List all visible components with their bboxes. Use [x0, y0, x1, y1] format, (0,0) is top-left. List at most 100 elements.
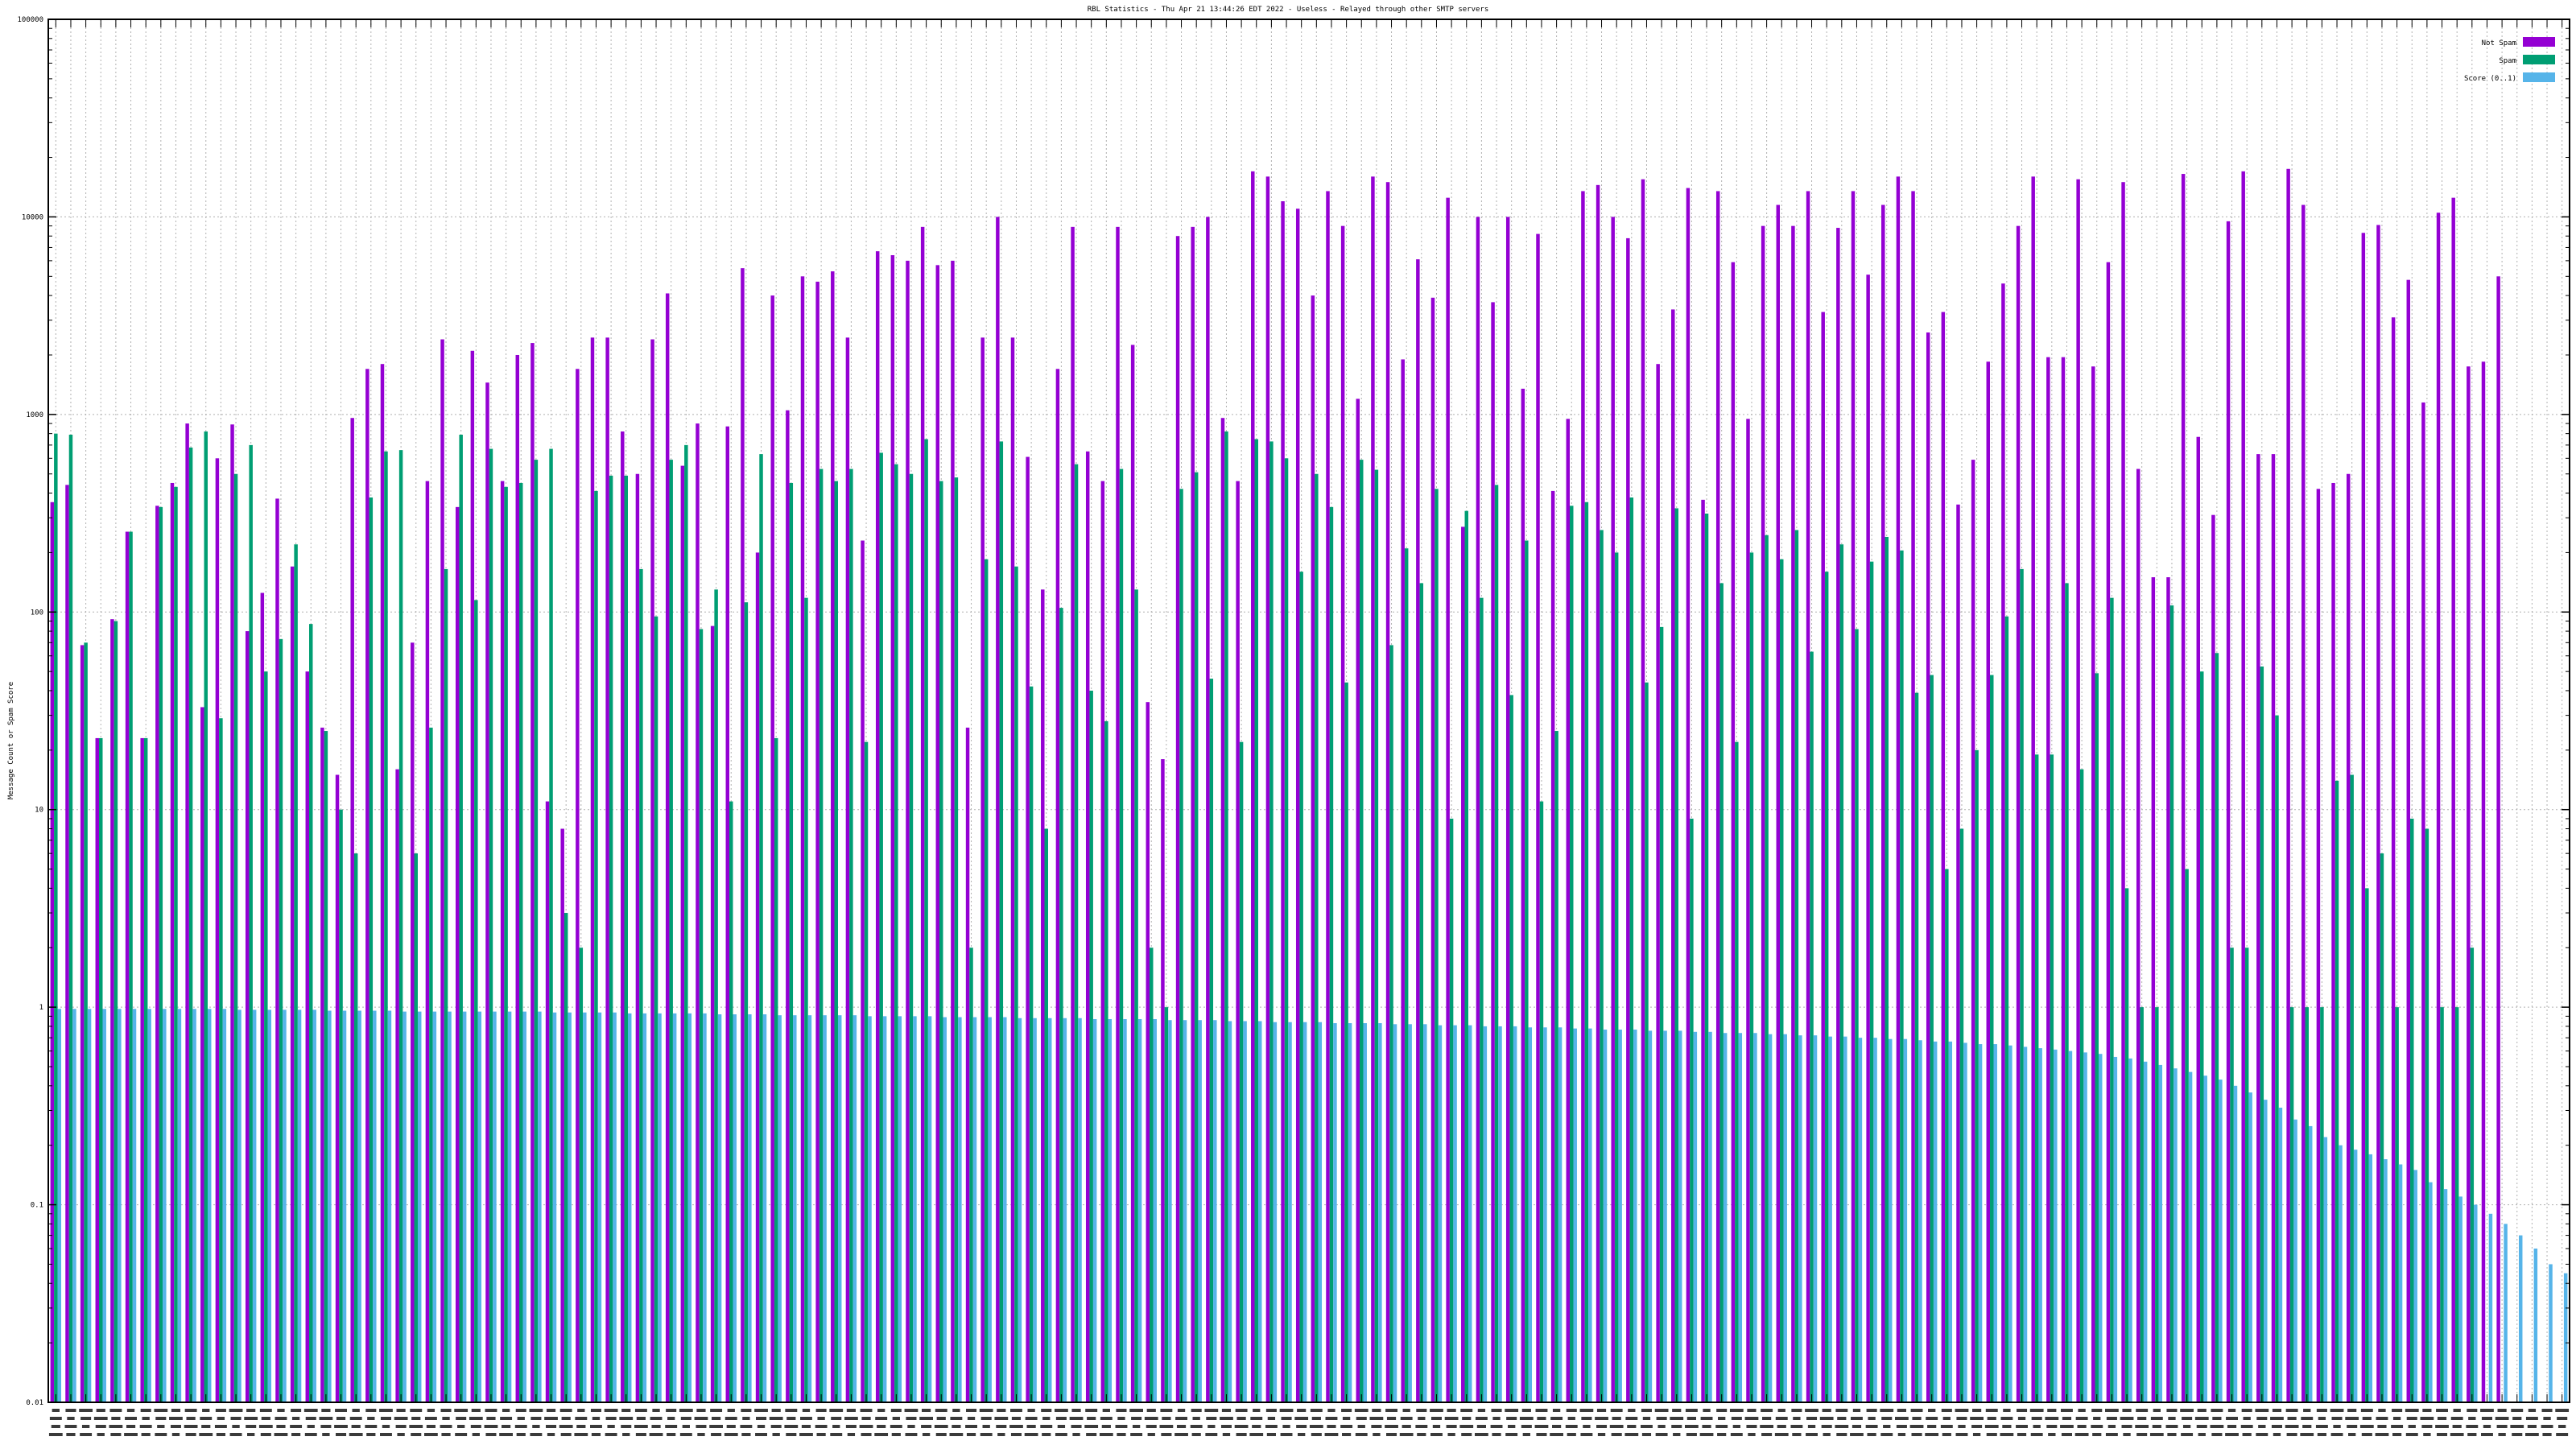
y-tick-label: 100: [31, 609, 43, 617]
x-category-label: [1836, 1433, 1847, 1436]
bar-spam: [1194, 472, 1199, 1403]
bar-score: [1828, 1036, 1832, 1402]
x-category-label: [2512, 1417, 2522, 1420]
x-category-label: [815, 1425, 828, 1428]
bar-score: [927, 1016, 932, 1402]
x-category-label: [1310, 1409, 1323, 1412]
bar-spam: [2334, 780, 2339, 1402]
bar-not-spam: [2406, 279, 2411, 1402]
bar-spam: [1074, 464, 1079, 1403]
bar-score: [2158, 1064, 2163, 1402]
x-category-label: [1357, 1425, 1365, 1428]
bar-spam: [1044, 828, 1048, 1402]
x-category-label: [742, 1417, 750, 1420]
bar-not-spam: [110, 619, 114, 1402]
x-category-label: [64, 1425, 77, 1428]
x-category-label: [2256, 1433, 2268, 1436]
bar-not-spam: [1311, 295, 1315, 1402]
x-category-label: [2528, 1409, 2537, 1412]
x-category-label: [2120, 1417, 2134, 1420]
bar-score: [898, 1016, 902, 1402]
x-category-label: [305, 1417, 316, 1420]
x-category-label: [532, 1425, 540, 1428]
x-category-label: [2359, 1425, 2374, 1428]
x-category-label: [1191, 1409, 1202, 1412]
bar-score: [2008, 1045, 2013, 1402]
x-category-label: [2300, 1433, 2314, 1436]
x-category-label: [457, 1425, 465, 1428]
bar-spam: [549, 448, 553, 1402]
legend: Not Spam Spam Score (0..1): [2464, 37, 2555, 83]
bar-not-spam: [1281, 200, 1285, 1402]
x-category-label: [1535, 1409, 1548, 1412]
bar-not-spam: [951, 260, 955, 1402]
bar-not-spam: [965, 727, 970, 1402]
bar-spam: [1930, 675, 1934, 1402]
bar-score: [2533, 1249, 2538, 1402]
bar-spam: [1464, 510, 1468, 1402]
x-category-label: [1790, 1425, 1803, 1428]
bar-score: [1558, 1027, 1563, 1402]
x-category-label: [486, 1417, 496, 1420]
x-category-label: [2408, 1425, 2416, 1428]
x-category-label: [2420, 1417, 2434, 1420]
bar-spam: [669, 460, 673, 1402]
bar-spam: [1810, 651, 1814, 1402]
bar-not-spam: [621, 431, 625, 1402]
x-category-label: [846, 1409, 856, 1412]
bar-spam: [279, 638, 283, 1402]
bar-score: [2443, 1189, 2448, 1402]
bar-score: [1993, 1044, 1997, 1402]
x-category-label: [1940, 1425, 1953, 1428]
x-category-label: [1057, 1425, 1066, 1428]
x-category-label: [770, 1425, 782, 1428]
bar-spam: [2004, 616, 2009, 1402]
x-category-label: [2121, 1425, 2132, 1428]
bar-not-spam: [1175, 236, 1180, 1403]
x-category-label: [604, 1409, 618, 1412]
x-category-label: [1430, 1433, 1443, 1436]
x-category-label: [1235, 1409, 1248, 1412]
bar-spam: [353, 853, 358, 1402]
x-category-label: [514, 1425, 527, 1428]
bar-spam: [1704, 513, 1709, 1402]
bar-not-spam: [2331, 482, 2335, 1402]
x-category-label: [1266, 1433, 1276, 1436]
bar-spam: [1480, 597, 1484, 1402]
x-category-label: [1822, 1409, 1831, 1412]
x-category-label: [861, 1417, 871, 1420]
bar-not-spam: [1206, 217, 1210, 1402]
bar-spam: [699, 629, 704, 1402]
x-category-label: [335, 1409, 347, 1412]
x-category-label: [307, 1425, 315, 1428]
x-category-label: [426, 1425, 436, 1428]
bar-spam: [2260, 666, 2264, 1402]
x-category-label: [502, 1425, 511, 1428]
x-category-label: [230, 1417, 242, 1420]
bar-not-spam: [2271, 454, 2276, 1402]
bar-not-spam: [200, 707, 204, 1402]
bar-not-spam: [2061, 357, 2066, 1403]
x-category-label: [1040, 1425, 1053, 1428]
bar-score: [2323, 1137, 2328, 1402]
bar-score: [1333, 1023, 1337, 1402]
x-category-label: [2483, 1425, 2491, 1428]
bar-score: [1888, 1038, 1893, 1402]
x-category-label: [65, 1409, 76, 1412]
x-category-label: [2421, 1425, 2433, 1428]
x-category-label: [1732, 1425, 1740, 1428]
bar-spam: [2395, 1007, 2399, 1402]
x-category-label: [484, 1425, 498, 1428]
x-category-label: [919, 1417, 933, 1420]
bar-not-spam: [861, 540, 865, 1403]
x-category-label: [2527, 1425, 2537, 1428]
x-category-label: [590, 1425, 602, 1428]
bar-score: [2549, 1264, 2553, 1402]
x-category-label: [1265, 1409, 1277, 1412]
bar-score: [1393, 1024, 1397, 1402]
bar-score: [357, 1010, 361, 1402]
x-category-label: [726, 1425, 736, 1428]
bar-spam: [1389, 645, 1393, 1402]
x-category-label: [710, 1409, 723, 1412]
bar-not-spam: [890, 254, 895, 1402]
